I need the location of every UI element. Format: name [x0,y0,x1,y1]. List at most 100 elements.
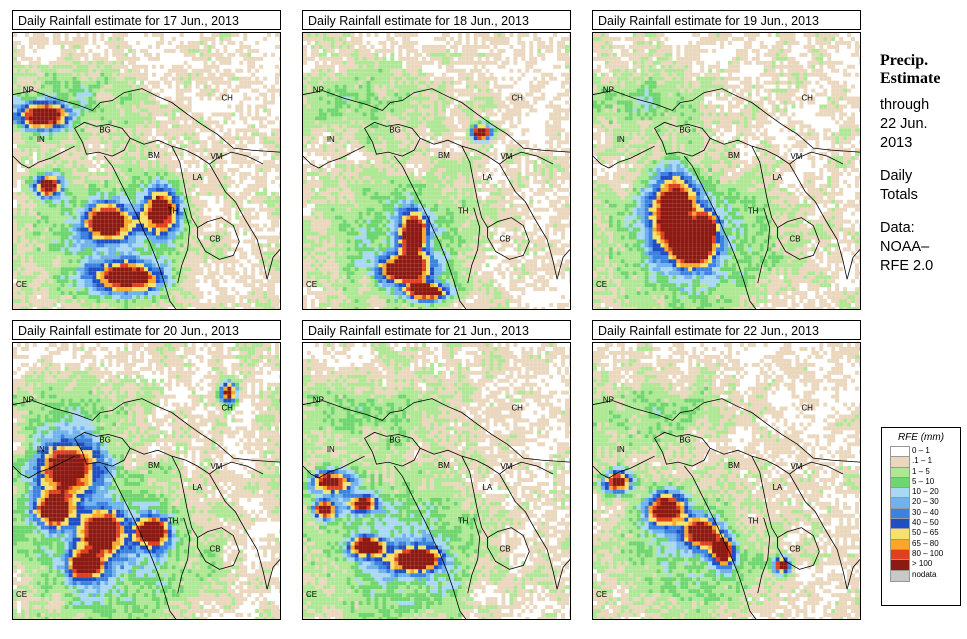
rain-cell [203,60,208,65]
rain-cell [24,148,29,153]
rain-cell [116,116,121,121]
rain-cell [112,247,117,252]
rain-cell [557,108,562,113]
rain-cell [92,148,97,153]
rain-cell [414,52,419,57]
rain-cell [171,199,176,204]
rain-cell [434,108,438,113]
rain-cell [112,195,117,200]
rain-cell [243,37,248,41]
rain-cell [211,152,216,157]
rain-cell [72,171,77,176]
rain-cell [100,247,105,252]
rain-cell [132,287,137,292]
rain-cell [151,104,156,109]
rain-cell [16,72,21,77]
rain-cell [386,37,391,41]
rain-cell [96,183,101,188]
rain-cell [76,223,81,228]
rain-cell [346,68,351,73]
rain-cell [104,175,109,180]
rain-cell [76,156,81,161]
rain-cell [469,72,474,77]
rain-cell [223,72,228,77]
rain-cell [40,267,45,272]
rain-cell [477,100,482,105]
rain-cell [461,72,466,77]
rain-cell [537,80,542,85]
rain-cell [151,136,156,141]
rain-cell [120,223,125,228]
rain-cell [147,144,152,149]
rain-cell [485,84,490,89]
rain-cell [20,203,25,208]
rain-cell [187,132,192,137]
rain-cell [255,287,260,292]
rain-cell [68,306,73,309]
rain-cell [279,275,280,280]
rain-cell [314,60,319,65]
rain-cell [549,76,554,81]
rain-cell [32,303,37,307]
rain-cell [489,92,494,97]
rain-cell [100,287,105,292]
rain-cell [410,60,415,65]
rain-cell [112,271,117,276]
rain-cell [56,40,61,45]
rain-cell [128,303,133,307]
rain-cell [255,76,260,81]
rain-cell [84,144,89,149]
rain-cell [116,48,121,53]
rain-cell [203,255,208,260]
rain-cell [44,227,49,232]
rain-cell [163,175,168,180]
rain-cell [279,255,280,260]
rain-cell [84,40,89,45]
rain-cell [104,148,109,153]
rain-cell [179,68,184,73]
rain-cell [68,60,73,65]
rain-cell [509,33,514,38]
rain-cell [132,72,137,77]
rain-cell [88,247,93,252]
rain-cell [48,215,53,220]
rain-cell [330,96,335,101]
rain-cell [251,271,256,276]
rain-cell [140,164,145,169]
rain-cell [275,263,280,268]
rain-cell [215,267,220,272]
rain-cell [151,179,156,184]
rain-cell [167,195,172,200]
rain-cell [159,263,164,268]
rain-cell [96,64,101,69]
rain-cell [68,116,73,121]
rain-cell [418,68,423,73]
rain-cell [116,100,121,105]
rain-cell [92,100,97,105]
rain-cell [239,44,244,49]
rain-cell [24,231,29,236]
rain-cell [124,116,129,121]
rain-cell [211,303,216,307]
rain-cell [374,96,379,101]
rain-cell [211,92,216,97]
rain-cell [128,144,133,149]
rain-cell [144,160,148,165]
rain-cell [128,104,133,109]
rain-cell [132,104,137,109]
rain-cell [469,60,474,65]
rain-cell [32,120,37,125]
rain-cell [167,132,172,137]
rain-cell [88,279,93,284]
rain-cell [374,88,379,93]
rain-cell [112,140,117,145]
rain-cell [251,160,256,165]
rain-cell [195,207,200,212]
rain-cell [485,76,490,81]
rain-cell [128,263,133,268]
rain-cell [116,203,121,208]
rain-cell [48,211,53,216]
rain-cell [179,140,184,145]
rain-cell [72,223,77,228]
rain-cell [36,132,41,137]
